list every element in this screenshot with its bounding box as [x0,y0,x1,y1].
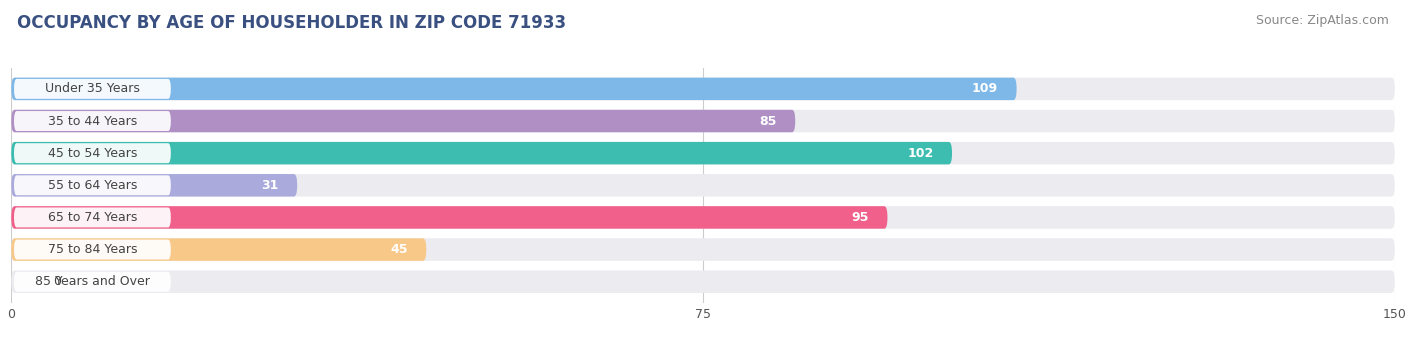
FancyBboxPatch shape [11,110,1395,132]
FancyBboxPatch shape [11,238,1395,261]
Text: 0: 0 [53,275,60,288]
FancyBboxPatch shape [14,240,170,259]
FancyBboxPatch shape [11,206,1395,229]
FancyBboxPatch shape [11,270,1395,293]
Text: 95: 95 [852,211,869,224]
FancyBboxPatch shape [11,142,1395,165]
Text: 85: 85 [759,115,776,128]
Text: 35 to 44 Years: 35 to 44 Years [48,115,136,128]
FancyBboxPatch shape [11,206,887,229]
Text: 102: 102 [907,147,934,160]
FancyBboxPatch shape [11,174,297,197]
Text: 65 to 74 Years: 65 to 74 Years [48,211,138,224]
FancyBboxPatch shape [14,79,170,99]
Text: 85 Years and Over: 85 Years and Over [35,275,150,288]
FancyBboxPatch shape [14,143,170,163]
FancyBboxPatch shape [11,78,1395,100]
Text: Source: ZipAtlas.com: Source: ZipAtlas.com [1256,14,1389,27]
FancyBboxPatch shape [14,175,170,195]
FancyBboxPatch shape [14,207,170,227]
Text: 45: 45 [391,243,408,256]
FancyBboxPatch shape [11,174,1395,197]
FancyBboxPatch shape [11,110,796,132]
Text: 109: 109 [972,82,998,96]
Text: Under 35 Years: Under 35 Years [45,82,139,96]
FancyBboxPatch shape [11,78,1017,100]
Text: 75 to 84 Years: 75 to 84 Years [48,243,138,256]
Text: OCCUPANCY BY AGE OF HOUSEHOLDER IN ZIP CODE 71933: OCCUPANCY BY AGE OF HOUSEHOLDER IN ZIP C… [17,14,567,32]
FancyBboxPatch shape [11,238,426,261]
Text: 55 to 64 Years: 55 to 64 Years [48,179,138,192]
FancyBboxPatch shape [11,142,952,165]
Text: 45 to 54 Years: 45 to 54 Years [48,147,138,160]
FancyBboxPatch shape [14,272,170,292]
Text: 31: 31 [262,179,278,192]
FancyBboxPatch shape [14,111,170,131]
